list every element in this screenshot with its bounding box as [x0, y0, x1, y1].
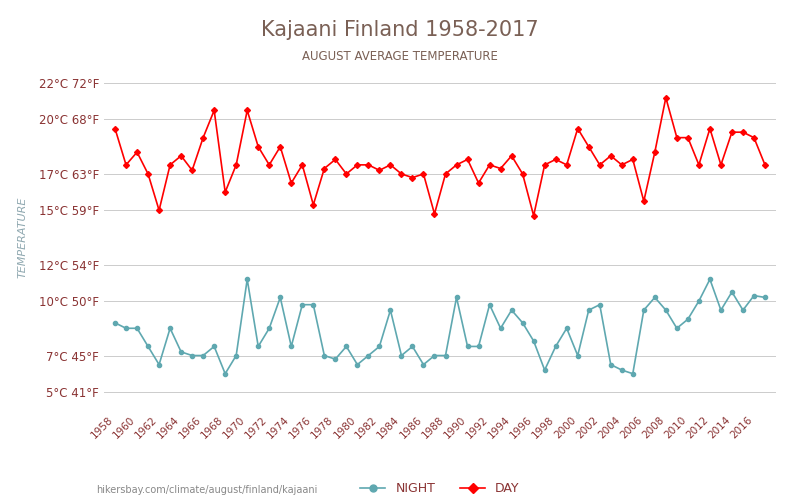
DAY	[330, 156, 340, 162]
Legend: NIGHT, DAY: NIGHT, DAY	[355, 478, 525, 500]
NIGHT	[298, 302, 307, 308]
DAY	[661, 94, 670, 100]
Line: NIGHT: NIGHT	[113, 277, 767, 376]
DAY	[760, 162, 770, 168]
NIGHT	[242, 276, 252, 282]
NIGHT	[760, 294, 770, 300]
DAY	[110, 126, 120, 132]
DAY	[275, 144, 285, 150]
DAY	[319, 166, 329, 172]
NIGHT	[110, 320, 120, 326]
Text: hikersbay.com/climate/august/finland/kajaani: hikersbay.com/climate/august/finland/kaj…	[96, 485, 318, 495]
DAY	[220, 189, 230, 195]
NIGHT	[319, 352, 329, 358]
NIGHT	[342, 344, 351, 349]
Text: Kajaani Finland 1958-2017: Kajaani Finland 1958-2017	[261, 20, 539, 40]
Text: AUGUST AVERAGE TEMPERATURE: AUGUST AVERAGE TEMPERATURE	[302, 50, 498, 63]
DAY	[529, 212, 538, 218]
Line: DAY: DAY	[113, 96, 767, 218]
Y-axis label: TEMPERATURE: TEMPERATURE	[18, 197, 28, 278]
NIGHT	[540, 367, 550, 373]
DAY	[518, 171, 527, 177]
NIGHT	[231, 352, 241, 358]
NIGHT	[353, 362, 362, 368]
DAY	[298, 162, 307, 168]
NIGHT	[220, 370, 230, 376]
